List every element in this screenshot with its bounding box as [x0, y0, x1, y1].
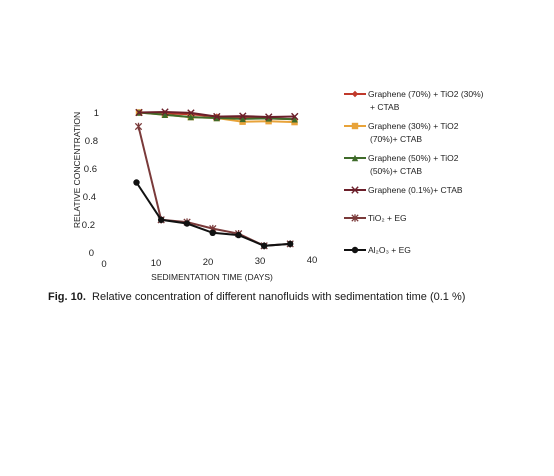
x-tick-label: 40: [307, 255, 318, 266]
series-layer: [133, 108, 299, 250]
x-axis-ticks: 0 10 20 30 40: [101, 255, 317, 270]
data-point: [213, 112, 221, 121]
y-tick-label: 1: [94, 108, 99, 119]
y-tick-label: 0.2: [82, 220, 95, 231]
legend-label: TiO₂ + EG: [368, 213, 407, 223]
legend-item-5: Al₂O₃ + EG: [344, 245, 411, 255]
legend-swatch-marker: [351, 214, 359, 222]
legend-swatch-marker: [351, 154, 359, 162]
caption-label: Fig. 10.: [48, 291, 86, 303]
legend-item-3: Graphene (0.1%)+ CTAB: [344, 185, 463, 195]
data-point: [187, 109, 195, 117]
data-point: [291, 116, 298, 123]
data-point: [239, 115, 246, 123]
data-point: [209, 229, 216, 236]
data-point: [291, 112, 299, 121]
legend-label: Al₂O₃ + EG: [368, 245, 411, 255]
legend-label: (70%)+ CTAB: [370, 134, 422, 144]
data-point: [133, 179, 140, 186]
legend-swatch-marker: [351, 246, 359, 254]
legend-item-2: Graphene (50%) + TiO2 (50%)+ CTAB: [344, 153, 459, 176]
data-point: [187, 113, 194, 121]
y-axis-label: RELATIVE CONCENTRATION: [72, 112, 82, 228]
data-point: [265, 113, 273, 121]
legend-item-4: TiO₂ + EG: [344, 213, 407, 223]
legend-label: Graphene (70%) + TiO2 (30%): [368, 89, 484, 99]
y-axis-ticks: 0 0.2 0.4 0.6 0.8 1: [82, 108, 99, 259]
data-point: [157, 216, 165, 223]
chart: 0 10 20 30 40 0 0.2 0.4 0.6 0.8 1 RELATIVE CONCEN…: [72, 89, 484, 282]
x-tick-label: 0: [101, 259, 106, 270]
caption-text: Relative concentration of different nano…: [92, 291, 466, 303]
legend-item-1: Graphene (30%) + TiO2 (70%)+ CTAB: [344, 121, 459, 144]
x-tick-label: 20: [203, 257, 214, 268]
legend-label: Graphene (0.1%)+ CTAB: [368, 185, 463, 195]
data-point: [260, 242, 268, 249]
data-point: [265, 115, 272, 122]
legend-label: + CTAB: [370, 102, 400, 112]
data-point: [239, 112, 247, 120]
legend-swatch-marker: [351, 186, 359, 194]
legend-label: Graphene (50%) + TiO2: [368, 153, 459, 163]
data-point: [161, 111, 169, 118]
figure-caption: Fig. 10. Relative concentration of diffe…: [48, 291, 548, 303]
y-tick-label: 0: [89, 248, 94, 259]
data-point: [134, 122, 143, 131]
legend-swatch-marker: [351, 90, 359, 98]
series-3: [135, 108, 299, 121]
data-point: [135, 108, 143, 117]
x-tick-label: 10: [151, 258, 162, 269]
y-tick-label: 0.4: [83, 192, 96, 203]
data-point: [235, 231, 242, 239]
x-tick-label: 30: [255, 256, 266, 267]
y-tick-label: 0.8: [85, 136, 98, 147]
data-point: [183, 220, 191, 227]
data-point: [213, 114, 220, 122]
data-point: [287, 240, 294, 248]
legend: Graphene (70%) + TiO2 (30%)+ CTABGraphen…: [344, 89, 484, 255]
y-tick-label: 0.6: [84, 164, 97, 175]
x-axis-label: SEDIMENTATION TIME (DAYS): [151, 272, 273, 282]
legend-label: Graphene (30%) + TiO2: [368, 121, 459, 131]
legend-item-0: Graphene (70%) + TiO2 (30%) + CTAB: [344, 89, 484, 112]
series-5: [133, 179, 294, 249]
data-point: [161, 108, 169, 116]
legend-swatch-marker: [351, 122, 359, 130]
legend-label: (50%)+ CTAB: [370, 166, 422, 176]
